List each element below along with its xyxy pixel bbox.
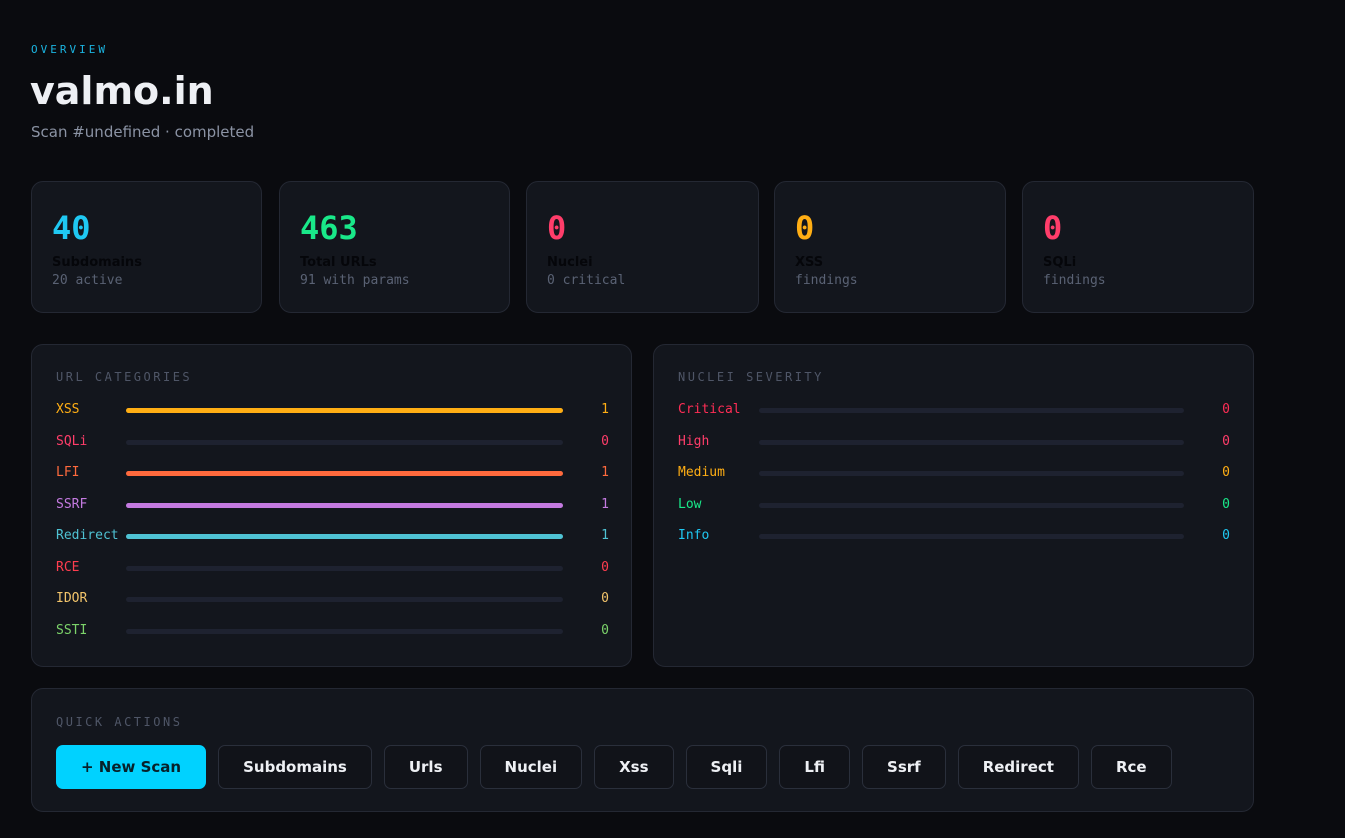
- url-category-row-sqli: SQLi 0: [56, 432, 616, 452]
- stat-sub: 20 active: [52, 273, 123, 288]
- severity-label: Critical: [678, 402, 741, 417]
- url-category-row-ssrf: SSRF 1: [56, 495, 616, 515]
- url-category-count: 0: [601, 622, 609, 638]
- action-button-rce[interactable]: Rce: [1090, 745, 1172, 789]
- stat-card-nuclei[interactable]: 0 Nuclei 0 critical: [526, 181, 759, 313]
- severity-label: High: [678, 433, 710, 449]
- severity-label: Info: [678, 528, 710, 543]
- severity-row-high: High 0: [678, 432, 1238, 452]
- stat-value: 0: [547, 209, 567, 247]
- stat-value: 0: [1043, 209, 1063, 247]
- severity-row-low: Low 0: [678, 495, 1238, 515]
- severity-count: 0: [1222, 402, 1230, 417]
- url-category-bar-track: [126, 471, 563, 476]
- url-category-bar-fill: [126, 502, 563, 508]
- panel-title: URL CATEGORIES: [56, 370, 193, 384]
- url-category-label: XSS: [56, 402, 80, 417]
- stat-card-sqli[interactable]: 0 SQLi findings: [1022, 181, 1254, 313]
- url-category-count: 1: [601, 465, 609, 480]
- url-category-row-lfi: LFI 1: [56, 463, 616, 483]
- url-category-bar-track: [126, 628, 563, 634]
- stat-sub: findings: [795, 273, 858, 288]
- url-category-row-xss: XSS 1: [56, 400, 616, 420]
- url-category-row-redirect: Redirect 1: [56, 526, 616, 546]
- stat-sub: 0 critical: [547, 273, 626, 288]
- action-button-subdomains[interactable]: Subdomains: [218, 745, 372, 789]
- severity-bar-track: [759, 439, 1184, 445]
- url-category-bar-fill: [126, 534, 563, 539]
- url-category-bar-track: [126, 565, 563, 571]
- stat-label: Nuclei: [547, 255, 593, 270]
- url-category-count: 0: [601, 591, 609, 606]
- severity-count: 0: [1222, 433, 1230, 449]
- stat-value: 463: [300, 209, 358, 247]
- url-category-bar-fill: [126, 408, 563, 413]
- severity-bar-track: [759, 534, 1184, 539]
- action-button-urls[interactable]: Urls: [383, 745, 468, 789]
- stat-label: SQLi: [1043, 255, 1077, 270]
- url-category-label: IDOR: [56, 591, 88, 606]
- stat-sub: 91 with params: [300, 273, 410, 288]
- url-category-row-idor: IDOR 0: [56, 589, 616, 609]
- action-button-nuclei[interactable]: Nuclei: [479, 745, 583, 789]
- severity-count: 0: [1222, 465, 1230, 480]
- action-button-sqli[interactable]: Sqli: [685, 745, 768, 789]
- nuclei-severity-panel: NUCLEI SEVERITY Critical 0 High 0 Medium 0 Low…: [653, 344, 1254, 667]
- stat-card-total-urls[interactable]: 463 Total URLs 91 with params: [279, 181, 510, 313]
- action-button-ssrf[interactable]: Ssrf: [862, 745, 946, 789]
- stat-card-xss[interactable]: 0 XSS findings: [774, 181, 1006, 313]
- severity-label: Low: [678, 496, 702, 512]
- url-category-label: SSTI: [56, 622, 88, 638]
- url-category-count: 0: [601, 433, 609, 449]
- stat-card-subdomains[interactable]: 40 Subdomains 20 active: [31, 181, 262, 313]
- stat-value: 0: [795, 209, 815, 247]
- overview-eyebrow: OVERVIEW: [31, 43, 108, 56]
- url-category-bar-track: [126, 408, 563, 413]
- url-category-bar-track: [126, 502, 563, 508]
- severity-count: 0: [1222, 496, 1230, 512]
- severity-row-info: Info 0: [678, 526, 1238, 546]
- action-button-new-scan[interactable]: + New Scan: [56, 745, 207, 789]
- url-category-bar-track: [126, 597, 563, 602]
- action-button-lfi[interactable]: Lfi: [779, 745, 851, 789]
- url-category-label: LFI: [56, 465, 80, 480]
- stat-sub: findings: [1043, 273, 1106, 288]
- severity-count: 0: [1222, 528, 1230, 543]
- action-button-redirect[interactable]: Redirect: [957, 745, 1079, 789]
- severity-bar-track: [759, 502, 1184, 508]
- stat-value: 40: [52, 209, 91, 247]
- url-category-count: 1: [601, 528, 609, 543]
- url-category-label: Redirect: [56, 528, 119, 543]
- url-category-label: SQLi: [56, 433, 88, 449]
- scan-subtitle: Scan #undefined · completed: [31, 123, 255, 141]
- page-title: valmo.in: [30, 69, 214, 113]
- url-category-bar-track: [126, 439, 563, 445]
- url-category-bar-track: [126, 534, 563, 539]
- quick-actions-row: + New Scan Subdomains Urls Nuclei Xss Sqli Lfi…: [56, 745, 1172, 789]
- url-category-row-rce: RCE 0: [56, 558, 616, 578]
- severity-row-critical: Critical 0: [678, 400, 1238, 420]
- action-button-xss[interactable]: Xss: [594, 745, 674, 789]
- url-category-count: 0: [601, 559, 609, 575]
- panel-title: NUCLEI SEVERITY: [678, 370, 824, 384]
- severity-row-medium: Medium 0: [678, 463, 1238, 483]
- severity-label: Medium: [678, 465, 725, 480]
- quick-actions-panel: QUICK ACTIONS + New Scan Subdomains Urls Nu…: [31, 688, 1254, 812]
- panel-title: QUICK ACTIONS: [56, 715, 183, 729]
- severity-bar-track: [759, 408, 1184, 413]
- url-categories-panel: URL CATEGORIES XSS 1 SQLi 0 LFI 1 SSRF 1 Redirec…: [31, 344, 632, 667]
- url-category-bar-fill: [126, 471, 563, 476]
- url-category-count: 1: [601, 402, 609, 417]
- url-category-count: 1: [601, 496, 609, 512]
- url-category-label: RCE: [56, 559, 80, 575]
- severity-bar-track: [759, 471, 1184, 476]
- stat-label: XSS: [795, 255, 824, 270]
- url-category-label: SSRF: [56, 496, 88, 512]
- stat-label: Subdomains: [52, 255, 142, 270]
- stat-label: Total URLs: [300, 255, 377, 270]
- url-category-row-ssti: SSTI 0: [56, 621, 616, 641]
